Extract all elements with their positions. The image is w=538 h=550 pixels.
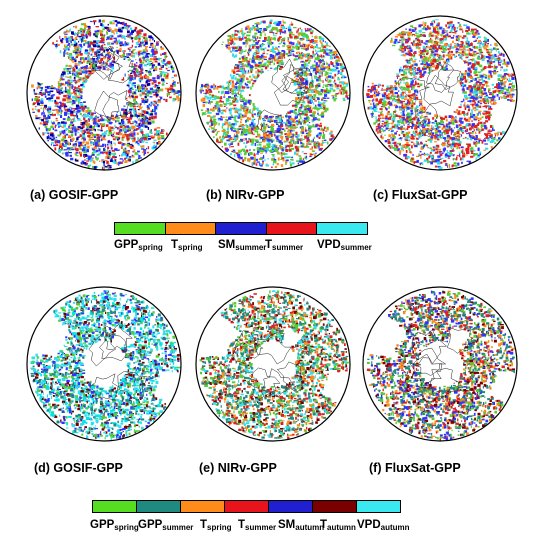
- legend-label-sm-autumn: SMautumn: [278, 519, 325, 532]
- polar-map-svg: [26, 286, 182, 442]
- legend-swatch-t-autumn: [313, 501, 357, 512]
- legend-label-vpd-autumn: VPDautumn: [357, 519, 410, 532]
- legend-swatch-sm-autumn: [269, 501, 313, 512]
- legend-top-labels: GPPspring Tspring SMsummer Tsummer VPDsummer: [0, 239, 538, 255]
- polar-map-svg: [26, 15, 182, 171]
- legend-label-t-spring: Tspring: [200, 519, 232, 532]
- legend-bottom-labels: GPPspring GPPsummer Tspring Tsummer SMautumn…: [0, 519, 538, 535]
- polar-map-svg: [362, 286, 518, 442]
- map-panel-e: [194, 285, 352, 443]
- legend-label-t-spring: Tspring: [171, 239, 203, 252]
- map-panel-c: [361, 14, 519, 172]
- legend-swatch-t-spring: [181, 501, 225, 512]
- legend-swatch-vpd-autumn: [357, 501, 400, 512]
- map-panel-f: [361, 285, 519, 443]
- legend-swatch-t-summer: [266, 223, 318, 234]
- legend-label-t-summer: Tsummer: [265, 239, 304, 252]
- polar-map-svg: [195, 286, 351, 442]
- map-panel-b: [194, 14, 352, 172]
- caption-e: (e) NIRv-GPP: [199, 461, 277, 475]
- legend-bottom-colorbar: [92, 500, 401, 513]
- legend-swatch-vpd-summer: [317, 223, 367, 234]
- legend-label-gpp-summer: GPPsummer: [138, 519, 194, 532]
- legend-label-gpp-spring: GPPspring: [90, 519, 139, 532]
- legend-swatch-t-summer: [225, 501, 269, 512]
- legend-label-t-summer: Tsummer: [238, 519, 277, 532]
- polar-map-svg: [195, 15, 351, 171]
- legend-label-t-autumn: Tautumn: [320, 519, 356, 532]
- map-panel-d: [25, 285, 183, 443]
- legend-label-vpd-summer: VPDsummer: [317, 239, 372, 252]
- caption-c: (c) FluxSat-GPP: [373, 188, 468, 202]
- legend-swatch-t-spring: [165, 223, 217, 234]
- caption-b: (b) NIRv-GPP: [206, 188, 285, 202]
- caption-d: (d) GOSIF-GPP: [34, 461, 123, 475]
- legend-swatch-sm-summer: [216, 223, 267, 234]
- polar-map-svg: [362, 15, 518, 171]
- caption-a: (a) GOSIF-GPP: [30, 188, 119, 202]
- legend-top-colorbar: [114, 222, 368, 235]
- legend-swatch-gpp-spring: [115, 223, 166, 234]
- legend-swatch-gpp-spring: [93, 501, 137, 512]
- legend-swatch-gpp-summer: [137, 501, 181, 512]
- map-panel-a: [25, 14, 183, 172]
- legend-label-gpp-spring: GPPspring: [114, 239, 163, 252]
- legend-label-sm-summer: SMsummer: [218, 239, 267, 252]
- caption-f: (f) FluxSat-GPP: [369, 461, 461, 475]
